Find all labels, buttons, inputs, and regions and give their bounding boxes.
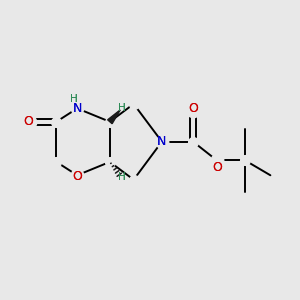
Text: O: O <box>188 103 198 116</box>
Text: N: N <box>73 102 82 115</box>
Text: H: H <box>118 172 126 182</box>
Text: O: O <box>72 170 82 183</box>
Text: O: O <box>212 161 222 174</box>
Text: H: H <box>70 94 77 104</box>
Text: N: N <box>157 135 167 148</box>
Text: H: H <box>118 172 126 182</box>
Text: N: N <box>157 135 167 148</box>
Text: O: O <box>212 161 222 174</box>
Text: H: H <box>70 94 77 104</box>
Text: O: O <box>23 115 33 128</box>
Text: H: H <box>118 103 126 113</box>
Text: N: N <box>73 102 82 115</box>
Text: O: O <box>23 115 33 128</box>
Polygon shape <box>108 110 120 124</box>
Text: O: O <box>188 103 198 116</box>
Text: O: O <box>72 170 82 183</box>
Text: H: H <box>118 103 126 113</box>
